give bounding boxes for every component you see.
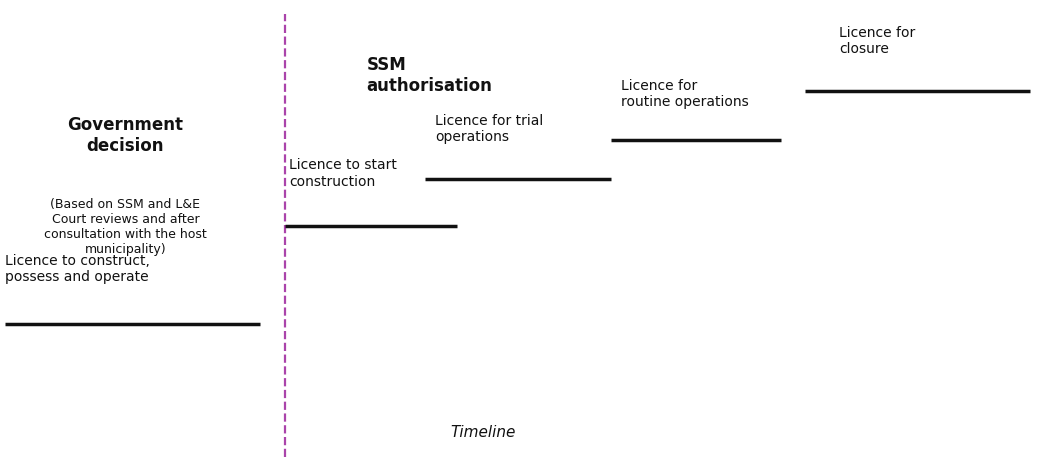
Text: Licence for
closure: Licence for closure [839, 26, 915, 56]
Text: (Based on SSM and L&E
Court reviews and after
consultation with the host
municip: (Based on SSM and L&E Court reviews and … [44, 198, 207, 256]
Text: Government
decision: Government decision [67, 116, 184, 155]
Text: Licence for
routine operations: Licence for routine operations [621, 79, 749, 110]
Text: Timeline: Timeline [450, 425, 516, 440]
Text: Licence to construct,
possess and operate: Licence to construct, possess and operat… [5, 254, 150, 284]
Text: SSM
authorisation: SSM authorisation [366, 56, 493, 95]
Text: Licence to start
construction: Licence to start construction [289, 158, 397, 189]
Text: Licence for trial
operations: Licence for trial operations [435, 114, 544, 144]
